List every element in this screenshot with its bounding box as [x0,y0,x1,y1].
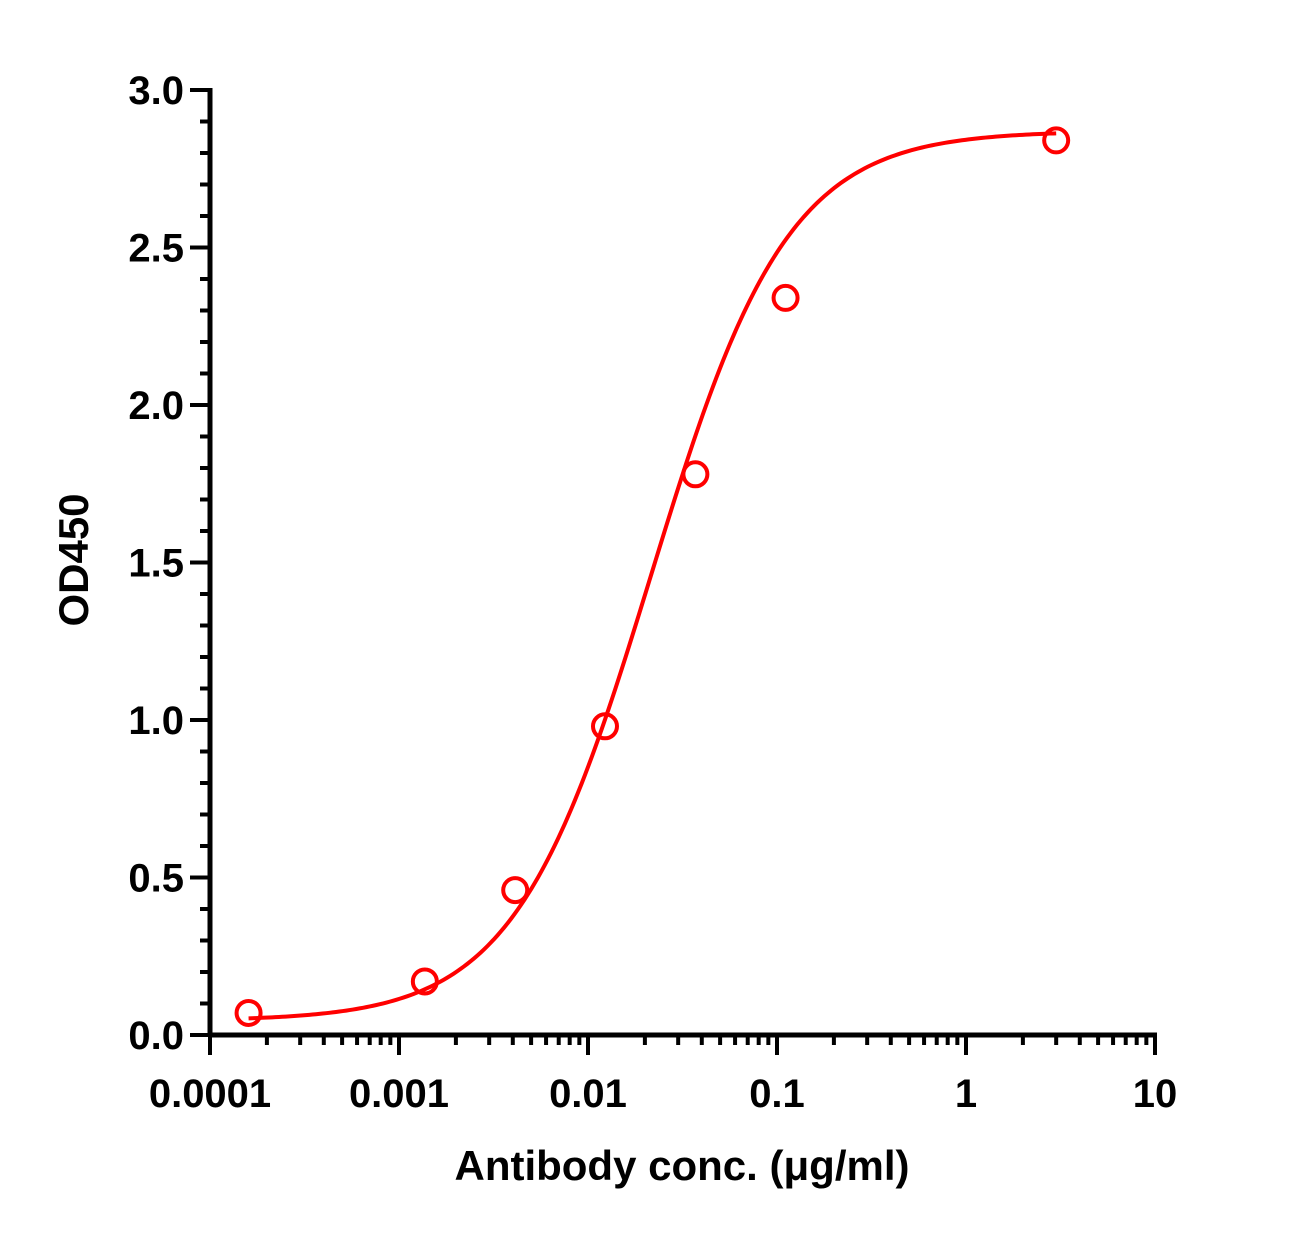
data-point [1042,126,1071,155]
plot-area [234,126,1071,1027]
y-axis-title: OD450 [50,493,97,626]
x-axis-title: Antibody conc. (μg/ml) [454,1142,909,1189]
y-tick-label: 3.0 [128,69,184,113]
data-point [501,876,530,905]
data-point [410,967,439,996]
y-tick-label: 0.0 [128,1014,184,1058]
y-tick-label: 2.0 [128,384,184,428]
data-point [590,712,619,741]
fit-curve [248,131,1057,1021]
x-tick-label: 0.01 [549,1072,627,1116]
x-tick-label: 0.1 [749,1072,805,1116]
y-tick-label: 0.5 [128,857,184,901]
x-tick-label: 0.0001 [149,1072,271,1116]
x-axis: 0.0001 0.001 0.01 0.1 1 10 [149,1032,1178,1116]
x-tick-label: 0.001 [349,1072,449,1116]
y-tick-label: 1.5 [128,542,184,586]
data-point [771,283,800,312]
x-tick-label: 10 [1133,1072,1178,1116]
data-point [234,998,263,1027]
y-axis: 0.0 0.5 1.0 1.5 2.0 2.5 3.0 [128,69,213,1058]
y-tick-label: 2.5 [128,227,184,271]
x-tick-label: 1 [955,1072,977,1116]
y-tick-label: 1.0 [128,699,184,743]
data-point [681,460,710,489]
